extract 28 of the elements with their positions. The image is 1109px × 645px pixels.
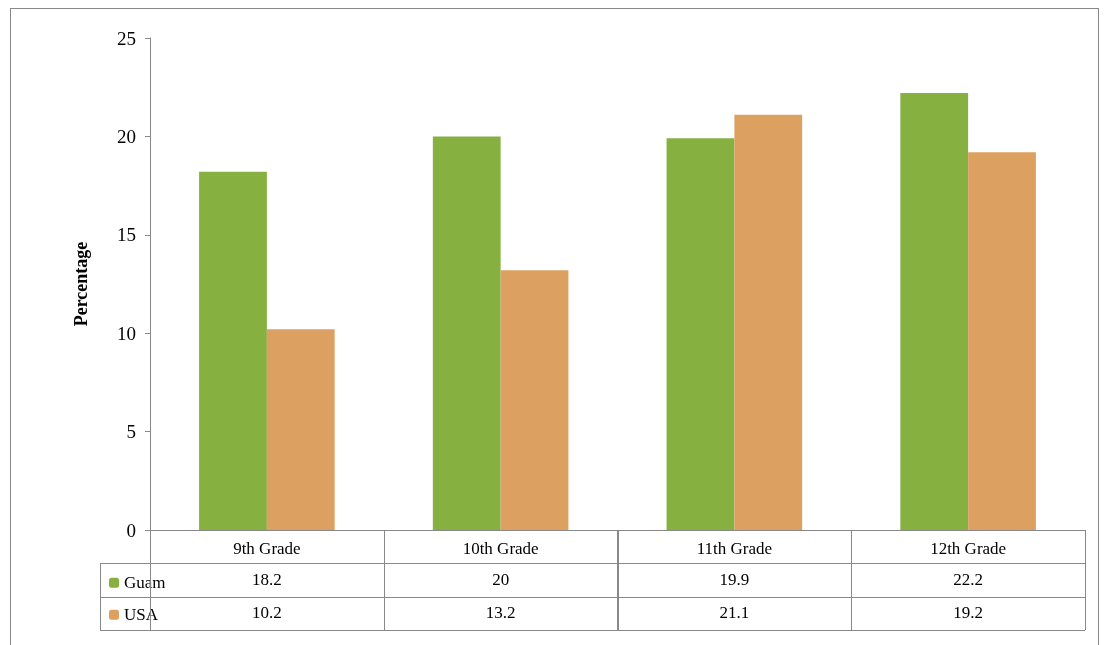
data-label: 19.9 xyxy=(718,568,751,591)
data-label: 18.2 xyxy=(252,569,282,589)
data-label: 22.2 xyxy=(952,568,984,591)
data-label: 10.2 xyxy=(252,603,282,623)
bar xyxy=(900,93,969,530)
y-tick-label: 25 xyxy=(117,27,136,49)
x-tick-label: 10th Grade xyxy=(462,539,539,558)
y-axis-title: Percentage xyxy=(71,241,91,327)
data-label: 21.1 xyxy=(718,602,751,625)
data-label: 13.2 xyxy=(484,602,517,625)
y-tick-label: 20 xyxy=(117,125,136,147)
bar xyxy=(666,138,735,530)
bar xyxy=(968,152,1036,530)
bar xyxy=(199,171,267,530)
x-tick-label: 11th Grade xyxy=(696,539,773,558)
y-tick-label: 0 xyxy=(126,519,136,541)
bar xyxy=(266,329,335,530)
y-tick-label: 15 xyxy=(117,224,136,246)
data-label: 19.2 xyxy=(952,602,984,625)
x-tick-label: 9th Grade xyxy=(233,539,301,558)
y-tick-label: 5 xyxy=(126,421,136,443)
x-tick-label: 12th Grade xyxy=(930,539,1007,558)
bar xyxy=(734,114,803,530)
y-tick-label: 10 xyxy=(117,322,136,344)
bar xyxy=(500,270,569,530)
legend-label: USA xyxy=(124,605,159,625)
bar xyxy=(432,136,501,530)
data-label: 20 xyxy=(491,568,511,591)
